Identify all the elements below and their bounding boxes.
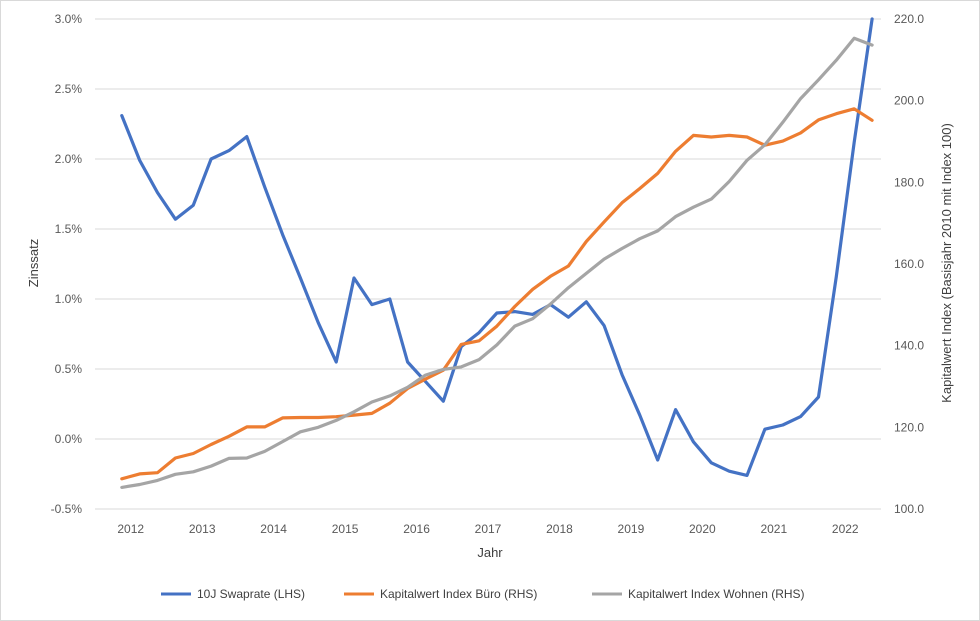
x-tick-label: 2021 [760, 522, 787, 536]
x-tick-label: 2017 [475, 522, 502, 536]
series-lines [120, 17, 874, 489]
y-axis-left-title: Zinssatz [26, 239, 41, 287]
x-tick-label: 2016 [403, 522, 430, 536]
y-right-tick-label: 100.0 [894, 502, 924, 516]
y-right-tick-label: 160.0 [894, 257, 924, 271]
y-right-tick-label: 120.0 [894, 420, 924, 434]
series-line [120, 17, 874, 477]
y-left-tick-label: 2.5% [55, 82, 83, 96]
axes: -0.5% 0.0% 0.5% 1.0% 1.5% 2.0% 2.5% 3.0% 100.0 12… [51, 12, 925, 536]
x-tick-label: 2020 [689, 522, 716, 536]
x-tick-label: 2018 [546, 522, 573, 536]
y-left-tick-label: 0.0% [55, 432, 83, 446]
y-left-tick-label: 3.0% [55, 12, 83, 26]
y-left-tick-label: 1.0% [55, 292, 83, 306]
legend: 10J Swaprate (LHS) Kapitalwert Index Büro… [161, 587, 805, 601]
y-right-tick-label: 180.0 [894, 175, 924, 189]
legend-label: 10J Swaprate (LHS) [197, 587, 305, 601]
x-axis-title: Jahr [477, 545, 503, 560]
series-line [120, 107, 874, 481]
legend-label: Kapitalwert Index Wohnen (RHS) [628, 587, 805, 601]
x-tick-label: 2015 [332, 522, 359, 536]
y-right-tick-label: 220.0 [894, 12, 924, 26]
x-tick-label: 2013 [189, 522, 216, 536]
series-line [120, 36, 874, 489]
y-right-tick-label: 200.0 [894, 94, 924, 108]
legend-label: Kapitalwert Index Büro (RHS) [380, 587, 537, 601]
x-tick-label: 2022 [832, 522, 859, 536]
x-tick-label: 2012 [117, 522, 144, 536]
y-left-tick-label: 2.0% [55, 152, 83, 166]
y-left-tick-label: -0.5% [51, 502, 83, 516]
y-axis-right-title: Kapitalwert Index (Basisjahr 2010 mit In… [939, 123, 954, 403]
x-tick-label: 2019 [618, 522, 645, 536]
x-tick-label: 2014 [260, 522, 287, 536]
y-left-tick-label: 1.5% [55, 222, 83, 236]
y-right-tick-label: 140.0 [894, 339, 924, 353]
y-left-tick-label: 0.5% [55, 362, 83, 376]
